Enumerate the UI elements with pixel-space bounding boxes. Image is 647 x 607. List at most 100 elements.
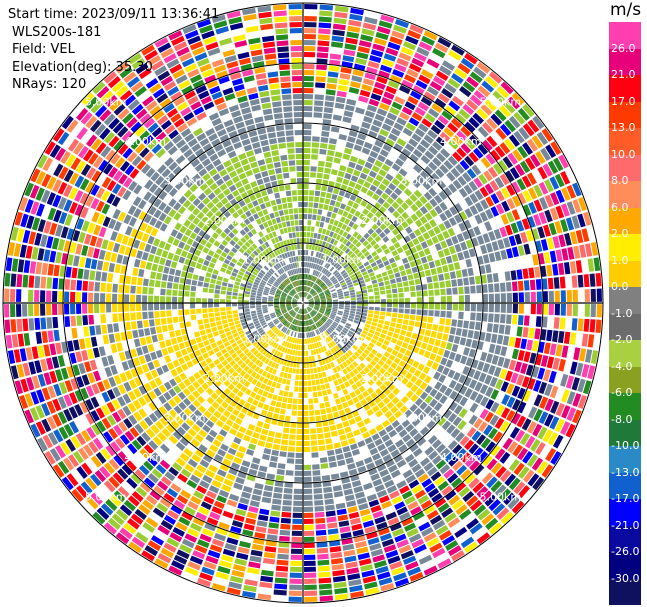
range-gate <box>383 388 392 396</box>
range-gate <box>368 352 375 359</box>
range-gate <box>377 154 386 163</box>
range-gate <box>481 454 493 467</box>
range-gate <box>363 251 370 257</box>
range-gate <box>405 372 413 380</box>
range-gate <box>334 11 348 19</box>
range-gate <box>366 175 375 184</box>
range-gate <box>385 358 393 366</box>
range-gate <box>307 307 312 311</box>
range-gate <box>409 153 419 163</box>
range-gate <box>356 300 362 303</box>
range-gate <box>473 147 484 159</box>
range-gate <box>555 344 563 357</box>
range-gate <box>308 301 314 303</box>
range-gate <box>462 366 470 376</box>
range-gate <box>327 328 332 334</box>
range-gate <box>411 418 421 427</box>
range-gate <box>344 192 351 199</box>
range-gate <box>561 389 570 403</box>
range-gate <box>488 283 494 293</box>
range-gate <box>561 405 571 419</box>
range-gate <box>304 584 317 590</box>
range-gate <box>434 339 441 347</box>
range-gate <box>190 303 196 309</box>
range-gate <box>382 396 391 405</box>
range-gate <box>526 172 537 185</box>
range-gate <box>361 352 368 359</box>
range-gate <box>329 287 335 291</box>
range-gate <box>522 450 534 464</box>
range-gate <box>333 280 339 285</box>
range-gate <box>202 298 208 303</box>
range-gate <box>506 211 515 223</box>
range-gate <box>590 242 599 256</box>
range-gate <box>437 416 447 427</box>
range-gate <box>437 179 447 190</box>
range-gate <box>351 335 358 341</box>
range-gate <box>311 311 315 316</box>
range-gate <box>307 295 312 299</box>
range-gate <box>319 294 325 298</box>
range-gate <box>385 85 397 95</box>
range-gate <box>420 441 431 451</box>
range-gate <box>536 303 542 315</box>
range-gate <box>485 196 495 207</box>
range-gate <box>454 243 462 253</box>
range-gate <box>371 215 379 223</box>
range-gate <box>296 428 303 434</box>
range-gate <box>361 28 375 37</box>
range-gate <box>383 379 392 387</box>
range-gate <box>566 289 572 302</box>
range-gate <box>356 308 362 312</box>
range-gate <box>368 292 374 296</box>
range-gate <box>477 450 489 463</box>
range-gate <box>312 391 318 398</box>
range-gate <box>423 134 434 144</box>
range-gate <box>366 363 374 370</box>
range-gate <box>348 315 355 320</box>
range-gate <box>444 452 455 463</box>
range-gate <box>494 145 506 158</box>
range-gate <box>277 463 286 470</box>
range-gate <box>320 300 326 302</box>
range-gate <box>349 155 358 163</box>
range-gate <box>452 416 462 427</box>
range-gate <box>351 354 358 361</box>
range-gate <box>336 241 342 248</box>
range-gate <box>492 431 503 443</box>
range-gate <box>542 291 548 303</box>
range-gate <box>442 333 449 341</box>
range-gate <box>507 152 518 165</box>
range-gate <box>522 469 535 483</box>
range-gate <box>360 318 366 323</box>
range-gate <box>10 288 16 302</box>
range-gate <box>405 268 413 275</box>
range-gate <box>348 161 356 169</box>
range-gate <box>344 307 350 311</box>
range-gate <box>578 289 584 302</box>
range-gate <box>352 279 358 284</box>
range-gate <box>473 266 480 276</box>
range-gate <box>357 324 364 330</box>
range-gate <box>318 252 322 259</box>
range-gate <box>318 259 322 265</box>
range-gate <box>320 319 325 324</box>
range-gate <box>532 423 543 437</box>
range-gate <box>345 334 351 340</box>
range-gate <box>401 257 409 264</box>
range-gate <box>308 392 313 398</box>
range-gate <box>321 241 327 247</box>
range-gate <box>374 299 380 303</box>
range-gate <box>131 276 137 285</box>
range-gate <box>534 266 541 278</box>
range-gate <box>378 251 386 258</box>
range-gate <box>386 303 392 308</box>
range-gate <box>338 133 348 141</box>
range-gate <box>324 289 330 294</box>
range-gate <box>458 486 471 498</box>
range-gate <box>287 452 295 458</box>
range-gate <box>529 315 536 327</box>
range-gate <box>317 279 322 285</box>
range-gate <box>220 298 226 303</box>
range-gate <box>325 89 336 96</box>
